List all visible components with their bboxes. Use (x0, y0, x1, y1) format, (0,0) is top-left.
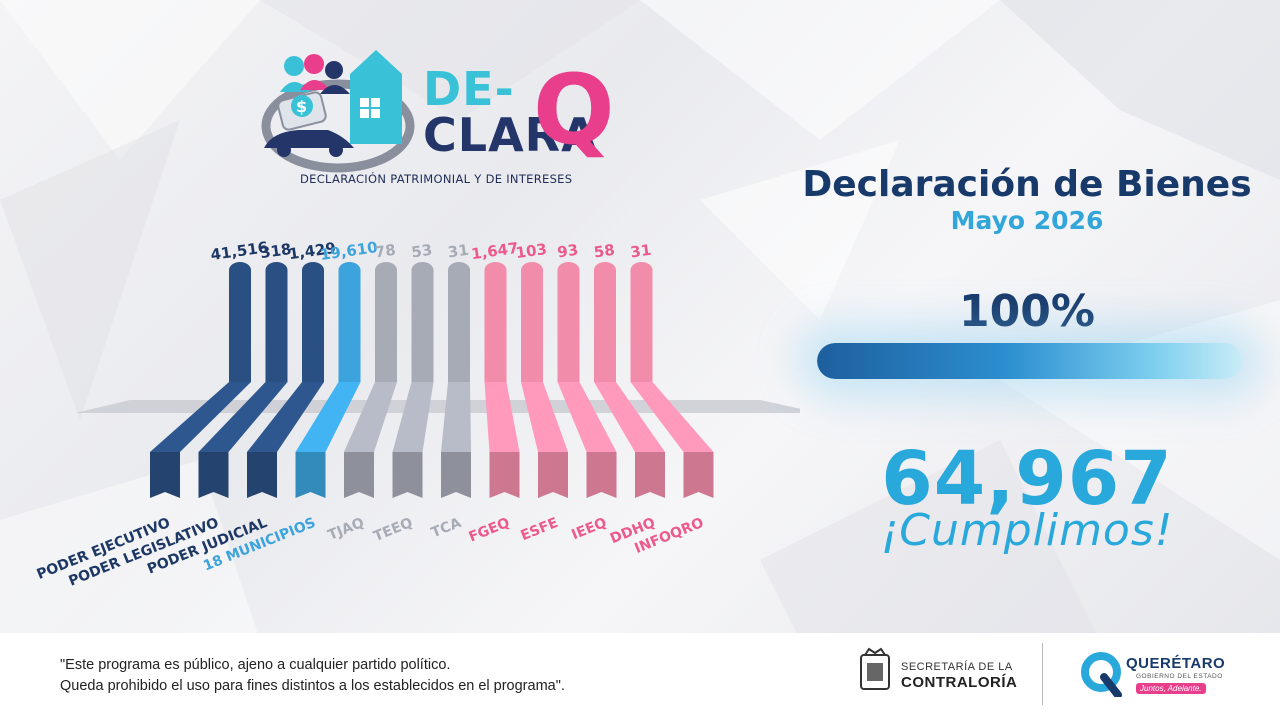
value-label: 318 (259, 240, 293, 262)
bar-esfe (521, 262, 568, 498)
contraloria-label: CONTRALORÍA (901, 674, 1018, 691)
state-government-label: GOBIERNO DEL ESTADO (1136, 673, 1223, 680)
bar-tca (441, 262, 471, 498)
category-label: TCA (429, 515, 464, 541)
panel-period: Mayo 2026 (950, 206, 1104, 235)
logo-tagline: DECLARACIÓN PATRIMONIAL Y DE INTERESES (300, 172, 573, 186)
category-label: IEEQ (569, 515, 609, 543)
value-label: 53 (410, 241, 433, 262)
completion-progress-bar (817, 343, 1242, 379)
total-declarations: 64,967 (881, 436, 1173, 522)
panel-title: Declaración de Bienes (802, 164, 1252, 205)
category-label: ESFE (519, 515, 561, 544)
bar-ieeq (557, 262, 617, 498)
logo-de-text: DE- (423, 62, 515, 116)
bar-poder-ejecutivo (150, 262, 251, 498)
state-tagline: Juntos, Adelante. (1136, 683, 1206, 694)
bar-poder-judicial (247, 262, 324, 498)
chart-floor (75, 400, 800, 413)
value-label: 58 (593, 241, 616, 262)
value-label: 31 (447, 241, 470, 262)
bar-infoqro (630, 262, 714, 498)
secretaria-label: SECRETARÍA DE LA (901, 661, 1013, 673)
value-label: 1,647 (470, 239, 519, 263)
value-label: 103 (515, 240, 549, 262)
value-label: 78 (374, 241, 397, 262)
bar-18-municipios (295, 262, 361, 498)
category-label: TJAQ (326, 515, 367, 544)
queretaro-q-logo-icon (1081, 652, 1122, 697)
svg-text:$: $ (296, 97, 307, 116)
slogan: ¡Cumplimos! (880, 505, 1174, 556)
category-label: FGEQ (467, 515, 513, 546)
bar-tjaq (344, 262, 397, 498)
completion-percent: 100% (959, 286, 1095, 337)
footer: "Este programa es público, ajeno a cualq… (0, 633, 1280, 717)
disclaimer: "Este programa es público, ajeno a cualq… (60, 655, 565, 697)
background-facets (0, 0, 1280, 640)
bar-poder-legislativo (198, 262, 288, 498)
house-family-car-icon: $ (261, 50, 415, 173)
state-name: QUERÉTARO (1126, 655, 1226, 672)
disclaimer-line-2: Queda prohibido el uso para fines distin… (60, 678, 565, 694)
logo-q-text: Q (533, 54, 615, 166)
value-label: 31 (629, 241, 652, 262)
declaraq-logo: $ DE- CLARA Q (258, 44, 638, 194)
bar-fgeq (484, 262, 520, 498)
footer-divider (1042, 643, 1043, 705)
bar-ddhq (594, 262, 665, 498)
state-seal-icon (860, 647, 890, 690)
value-label: 93 (556, 241, 579, 262)
disclaimer-line-1: "Este programa es público, ajeno a cualq… (60, 657, 451, 673)
bar-teeq (392, 262, 434, 498)
progress-fill (817, 343, 1242, 379)
category-label: TEEQ (371, 515, 415, 545)
logo-clara-text: CLARA (423, 108, 598, 162)
